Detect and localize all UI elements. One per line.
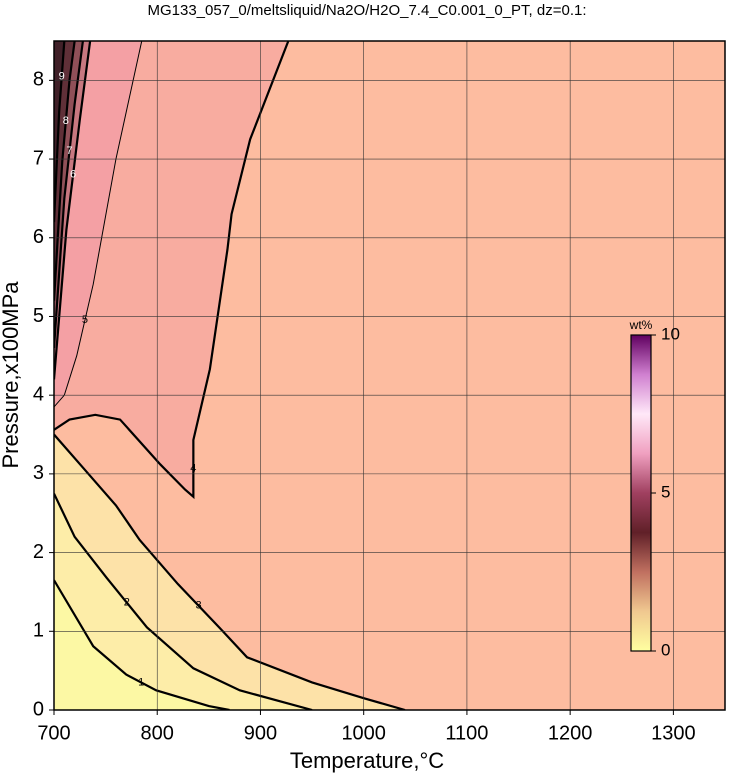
colorbar (630, 334, 652, 652)
y-tick-label: 6 (33, 226, 44, 248)
contour-fill (54, 41, 65, 223)
y-axis-title: Pressure,x100MPa (0, 281, 23, 469)
contour-label: 1 (138, 676, 144, 688)
y-tick-label: 1 (33, 620, 44, 642)
contour-fill (54, 493, 313, 710)
y-tick-label: 3 (33, 462, 44, 484)
contour-line (54, 579, 230, 710)
colorbar-tick-label: 0 (661, 640, 670, 659)
x-tick-label: 1300 (651, 722, 696, 744)
x-tick-label: 800 (141, 722, 174, 744)
y-tick-label: 5 (33, 305, 44, 327)
contour-label: 8 (63, 115, 69, 127)
contour-line (54, 41, 290, 500)
x-axis-title: Temperature,°C (290, 748, 444, 773)
contour-line (54, 41, 143, 408)
colorbar-title: wt% (629, 318, 653, 332)
y-tick-label: 8 (33, 69, 44, 91)
colorbar-tick-label: 10 (661, 324, 680, 343)
plot-frame (53, 40, 726, 711)
contour-label: 9 (59, 70, 65, 82)
x-tick-label: 1200 (548, 722, 593, 744)
contour-line (54, 41, 66, 223)
chart-title: MG133_057_0/meltsliquid/Na2O/H2O_7.4_C0.… (147, 2, 586, 19)
x-tick-label: 900 (244, 722, 277, 744)
contour-label: 5 (82, 314, 88, 326)
contour-line (54, 433, 406, 710)
y-tick-label: 4 (33, 383, 44, 405)
y-tick-label: 7 (33, 147, 44, 169)
y-tick-label: 0 (33, 698, 44, 720)
contour-label: 3 (195, 600, 201, 612)
plot-area: 3 2 1 4 5 6 7 8 9 (54, 41, 725, 710)
contour-line (54, 41, 84, 349)
contour-line (54, 493, 313, 710)
contour-line (54, 41, 76, 301)
contour-label: 7 (66, 145, 72, 157)
colorbar-tick-label: 5 (661, 482, 670, 501)
x-tick-label: 700 (37, 722, 70, 744)
contour-fill (54, 580, 230, 710)
contour-label: 2 (124, 596, 130, 608)
contour-label: 6 (70, 169, 76, 181)
x-tick-label: 1000 (341, 722, 386, 744)
contour-label: 4 (190, 462, 196, 474)
y-tick-label: 2 (33, 541, 44, 563)
x-tick-label: 1100 (445, 722, 488, 744)
